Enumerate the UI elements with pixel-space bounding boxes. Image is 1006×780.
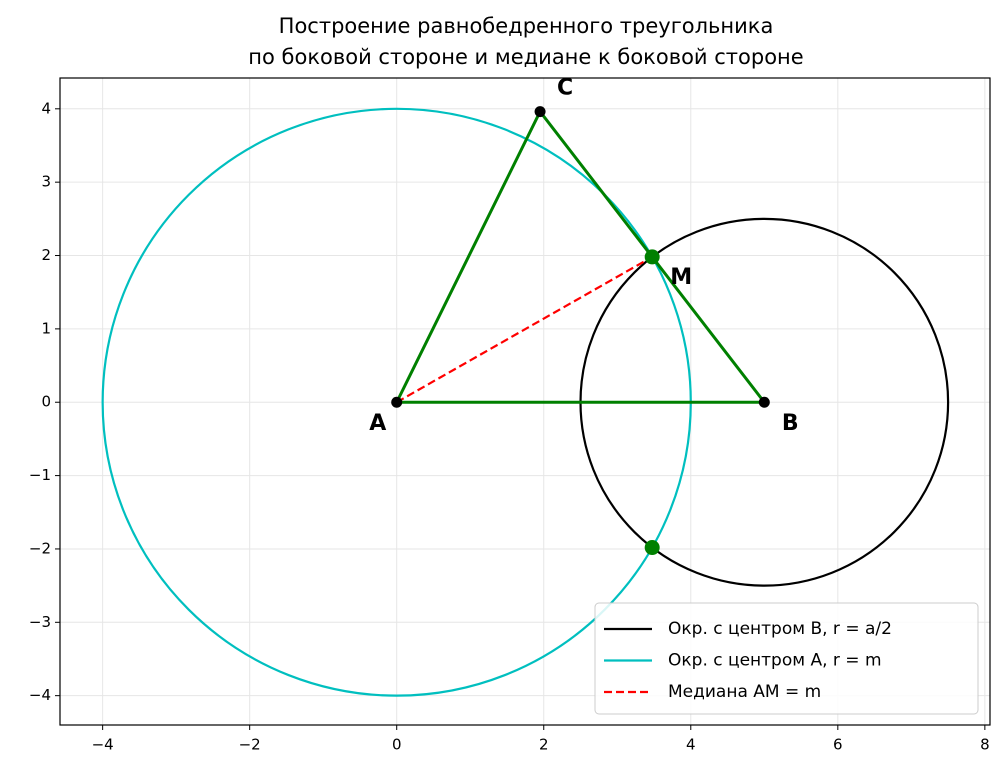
legend-label: Окр. с центром B, r = a/2 [668, 619, 892, 639]
x-tick-label: 6 [833, 736, 843, 754]
axes-frame [59, 77, 991, 726]
point [758, 396, 770, 408]
legend-label: Медиана AM = m [668, 682, 821, 702]
point-label: B [782, 411, 799, 436]
y-tick-label: 1 [41, 319, 51, 337]
triangle [395, 108, 768, 404]
x-tick-label: 8 [980, 736, 990, 754]
y-tick-label: 2 [41, 246, 51, 264]
y-tick-label: 0 [41, 393, 51, 411]
intersection-point [644, 540, 660, 556]
y-tick-label: −4 [29, 686, 51, 704]
point-label: C [557, 76, 573, 101]
x-tick-label: −4 [92, 736, 114, 754]
intersection-point [644, 249, 660, 265]
y-tick-label: 3 [41, 173, 51, 191]
y-tick-label: −1 [29, 466, 51, 484]
x-tick-label: 4 [686, 736, 696, 754]
legend-box [594, 602, 979, 715]
y-tick-label: 4 [41, 99, 51, 117]
legend-label: Окр. с центром A, r = m [668, 651, 882, 671]
chart-title: по боковой стороне и медиане к боковой с… [248, 45, 803, 69]
x-tick-label: −2 [239, 736, 261, 754]
point [534, 106, 546, 118]
plot-area [101, 106, 950, 697]
x-tick-label: 2 [539, 736, 549, 754]
median-line [396, 255, 653, 404]
point [391, 396, 403, 408]
y-tick-label: −2 [29, 539, 51, 557]
point-label: A [369, 411, 386, 436]
chart-title: Построение равнобедренного треугольника [279, 14, 774, 38]
y-tick-label: −3 [29, 613, 51, 631]
point-label: M [670, 265, 692, 290]
x-tick-label: 0 [392, 736, 402, 754]
